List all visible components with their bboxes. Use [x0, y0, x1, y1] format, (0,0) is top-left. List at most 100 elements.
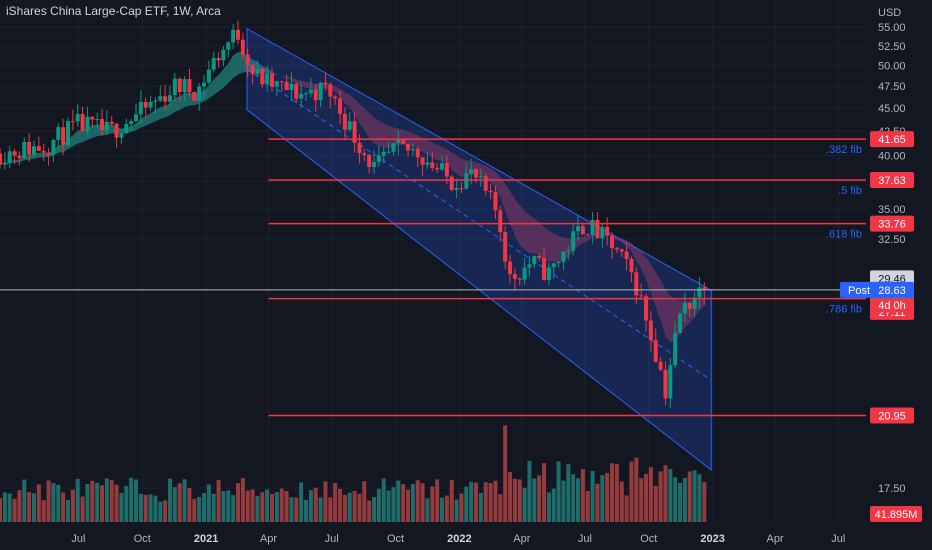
x-tick-label: Oct	[387, 533, 404, 545]
candle	[697, 277, 702, 310]
x-tick-label: Oct	[134, 533, 151, 545]
candle	[673, 321, 678, 369]
candle	[129, 118, 134, 132]
volume-bar	[702, 482, 707, 522]
candle	[362, 149, 367, 161]
candle	[2, 152, 7, 170]
post-tag-label: Post	[848, 285, 870, 297]
candle	[585, 234, 590, 237]
volume-bar	[580, 469, 585, 522]
candle	[313, 83, 318, 112]
volume-bar	[328, 497, 333, 522]
candle	[187, 68, 192, 98]
candle	[70, 109, 75, 131]
volume-bar	[236, 483, 241, 522]
candle	[270, 67, 275, 92]
candle	[56, 123, 61, 151]
candle	[532, 255, 537, 269]
volume-bar	[182, 479, 187, 522]
candle	[338, 90, 343, 125]
volume-bar	[129, 477, 134, 522]
volume-bar	[648, 467, 653, 522]
countdown-label: 4d 0h	[878, 300, 906, 312]
candle	[221, 46, 226, 67]
candle	[503, 226, 508, 270]
candle	[289, 72, 294, 102]
candle	[211, 52, 216, 73]
channel-midline	[246, 68, 712, 381]
candle	[459, 182, 464, 194]
candle	[104, 110, 109, 136]
volume-bar	[503, 425, 508, 522]
volume-bar	[508, 472, 513, 522]
candle	[605, 217, 610, 246]
volume-bar	[308, 490, 313, 522]
candle	[66, 117, 71, 147]
volume-bar	[265, 489, 270, 522]
volume-bar	[41, 500, 46, 522]
volume-bar	[352, 490, 357, 522]
volume-bar	[619, 481, 624, 522]
candle	[85, 106, 90, 136]
volume-bar	[177, 483, 182, 522]
volume-bar	[595, 483, 600, 522]
candle	[376, 145, 381, 167]
volume-bar	[17, 490, 22, 522]
candle	[46, 148, 51, 166]
candle	[668, 358, 673, 408]
volume-bar	[469, 481, 474, 522]
volume-bar	[556, 461, 561, 522]
volume-bar	[338, 488, 343, 522]
volume-bar	[493, 480, 498, 522]
candle	[328, 82, 333, 108]
volume-bar	[687, 471, 692, 522]
volume-bar	[206, 484, 211, 522]
candle	[226, 41, 231, 58]
volume-bar	[561, 480, 566, 522]
candle	[274, 80, 279, 97]
candle	[542, 247, 547, 281]
candle	[678, 310, 683, 334]
candle	[386, 141, 391, 154]
candle	[299, 82, 304, 108]
candle	[231, 23, 236, 50]
volume-bar	[134, 479, 139, 522]
volume-bar	[678, 482, 683, 522]
candle	[124, 118, 129, 135]
x-tick-label: Jul	[325, 533, 339, 545]
candle	[265, 65, 270, 92]
candle	[595, 212, 600, 239]
volume-bar	[542, 463, 547, 522]
volume-bar	[372, 497, 377, 522]
volume-bar	[410, 484, 415, 522]
volume-bar	[2, 492, 7, 522]
volume-bar	[449, 479, 454, 522]
volume-bar	[571, 474, 576, 522]
volume-bar	[376, 488, 381, 522]
volume-bar	[153, 495, 158, 522]
candle	[556, 261, 561, 268]
volume-bar	[202, 492, 207, 522]
volume-bar	[624, 495, 629, 522]
candle	[192, 91, 197, 102]
candle	[138, 90, 143, 124]
volume-bar	[634, 457, 639, 522]
candle	[430, 151, 435, 172]
candle	[590, 211, 595, 244]
volume-bar	[668, 468, 673, 522]
volume-bar	[517, 479, 522, 522]
volume-bar	[216, 479, 221, 522]
volume-bar	[425, 498, 430, 522]
volume-bar	[104, 478, 109, 522]
candle	[644, 293, 649, 332]
candle	[75, 104, 80, 127]
candle	[163, 84, 168, 111]
x-tick-label: 2023	[700, 533, 724, 545]
candle	[517, 277, 522, 286]
fib-price-tag: 33.76	[878, 219, 906, 231]
y-tick-label: 40.00	[878, 150, 906, 162]
volume-bar	[614, 463, 619, 522]
candle	[692, 291, 697, 317]
y-tick-label: 17.50	[878, 483, 906, 495]
